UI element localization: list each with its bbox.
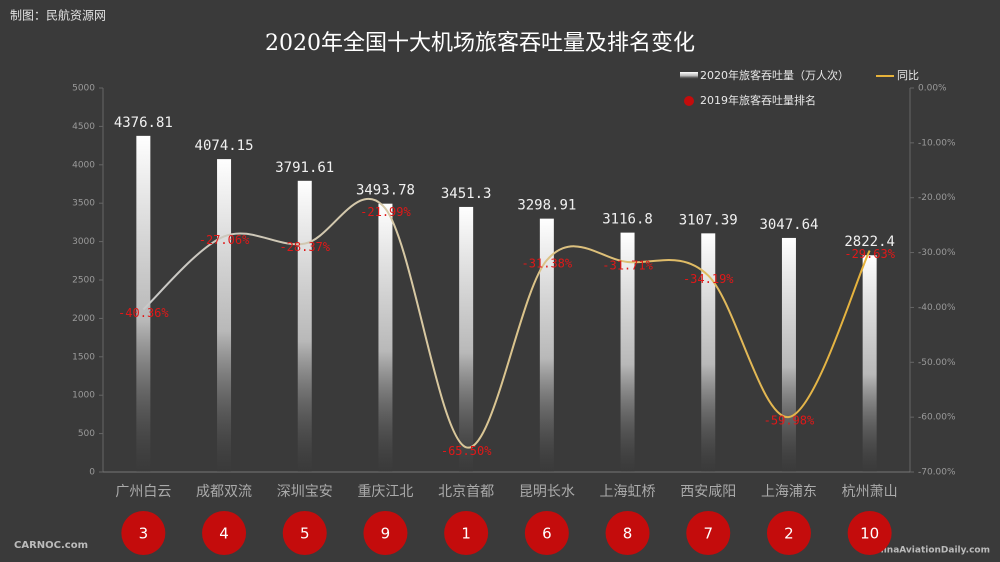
x-tick-label: 成都双流 bbox=[196, 484, 252, 500]
rank-dot bbox=[847, 511, 892, 555]
legend-dot-icon bbox=[684, 96, 694, 106]
y2-tick-label: -50.00% bbox=[918, 358, 956, 368]
rank-label: 2 bbox=[784, 525, 794, 543]
y2-tick-label: 0.00% bbox=[918, 84, 947, 94]
rank-label: 10 bbox=[860, 525, 879, 543]
rank-dot bbox=[282, 511, 327, 555]
y2-tick-label: -10.00% bbox=[918, 138, 956, 148]
bar bbox=[459, 206, 474, 472]
yoy-label: -21.99% bbox=[360, 205, 411, 219]
x-tick-label: 深圳宝安 bbox=[277, 484, 333, 500]
rank-label: 6 bbox=[542, 525, 552, 543]
legend-label: 2020年旅客吞吐量（万人次） bbox=[700, 68, 849, 82]
rank-dot bbox=[121, 511, 166, 555]
y2-tick-label: -30.00% bbox=[918, 248, 956, 258]
bar bbox=[620, 232, 635, 472]
bar bbox=[297, 180, 312, 472]
watermark: ChinaAviationDaily.com bbox=[871, 546, 990, 556]
x-tick-label: 重庆江北 bbox=[357, 484, 413, 500]
bar-value-label: 3298.91 bbox=[517, 198, 576, 214]
y2-tick-label: -60.00% bbox=[918, 413, 956, 423]
rank-label: 8 bbox=[623, 525, 633, 543]
rank-dot bbox=[202, 511, 247, 555]
yoy-label: -31.38% bbox=[522, 257, 573, 271]
bar bbox=[539, 218, 554, 472]
source: 制图：民航资源网 bbox=[10, 8, 106, 23]
y-tick-label: 500 bbox=[78, 429, 95, 439]
rank-dot bbox=[444, 511, 489, 555]
rank-dot bbox=[766, 511, 811, 555]
yoy-line bbox=[142, 198, 871, 449]
legend-label: 2019年旅客吞吐量排名 bbox=[700, 93, 816, 107]
bar bbox=[217, 159, 232, 472]
x-tick-label: 上海浦东 bbox=[761, 484, 817, 500]
x-tick-label: 杭州萧山 bbox=[842, 484, 898, 500]
rank-dot bbox=[605, 511, 650, 555]
rank-label: 4 bbox=[219, 525, 229, 543]
legend-label: 同比 bbox=[897, 69, 919, 82]
rank-dot bbox=[524, 511, 569, 555]
bar-value-label: 3107.39 bbox=[679, 212, 738, 228]
y-tick-label: 2000 bbox=[72, 314, 95, 324]
yoy-label: -65.50% bbox=[441, 444, 492, 458]
y-tick-label: 4000 bbox=[72, 160, 95, 170]
x-tick-label: 西安咸阳 bbox=[680, 484, 736, 500]
yoy-label: -59.98% bbox=[764, 414, 815, 428]
bar-value-label: 3493.78 bbox=[356, 183, 415, 199]
x-tick-label: 昆明长水 bbox=[519, 484, 575, 500]
rank-label: 3 bbox=[139, 525, 149, 543]
x-tick-label: 上海虹桥 bbox=[600, 484, 656, 500]
bar bbox=[701, 233, 716, 472]
bar-value-label: 3047.64 bbox=[759, 217, 818, 233]
yoy-label: -40.36% bbox=[118, 306, 169, 320]
y-tick-label: 2500 bbox=[72, 276, 95, 286]
y-tick-label: 3000 bbox=[72, 237, 95, 247]
rank-label: 7 bbox=[703, 525, 713, 543]
yoy-label: -31.71% bbox=[602, 258, 653, 272]
y2-tick-label: -20.00% bbox=[918, 193, 956, 203]
rank-dot bbox=[363, 511, 408, 555]
rank-label: 1 bbox=[461, 525, 471, 543]
yoy-label: -34.19% bbox=[683, 272, 734, 286]
bar-value-label: 4376.81 bbox=[114, 115, 173, 131]
y2-tick-label: -40.00% bbox=[918, 303, 956, 313]
watermark: CARNOC.com bbox=[14, 540, 88, 551]
legend-bar-icon bbox=[680, 72, 698, 79]
bar bbox=[378, 203, 393, 473]
y-tick-label: 1000 bbox=[72, 391, 95, 401]
y-tick-label: 5000 bbox=[72, 84, 95, 94]
bar-value-label: 2822.4 bbox=[844, 234, 895, 250]
bar-value-label: 3791.61 bbox=[275, 160, 334, 176]
y-tick-label: 1500 bbox=[72, 352, 95, 362]
y2-tick-label: -70.00% bbox=[918, 468, 956, 478]
yoy-label: -28.37% bbox=[279, 240, 330, 254]
yoy-label: -29.63% bbox=[844, 247, 895, 261]
rank-label: 5 bbox=[300, 525, 310, 543]
bar bbox=[781, 237, 796, 472]
bar bbox=[136, 135, 151, 472]
bar-value-label: 3451.3 bbox=[441, 186, 492, 202]
x-tick-label: 广州白云 bbox=[115, 484, 171, 500]
bar bbox=[862, 255, 877, 472]
y-tick-label: 3500 bbox=[72, 199, 95, 209]
bar-value-label: 3116.8 bbox=[602, 212, 653, 228]
yoy-label: -27.06% bbox=[199, 233, 250, 247]
x-tick-label: 北京首都 bbox=[438, 484, 494, 500]
rank-label: 9 bbox=[381, 525, 391, 543]
y-tick-label: 4500 bbox=[72, 122, 95, 132]
chart-title: 2020年全国十大机场旅客吞吐量及排名变化 bbox=[265, 31, 695, 56]
y-tick-label: 0 bbox=[89, 468, 95, 478]
rank-dot bbox=[686, 511, 731, 555]
bar-value-label: 4074.15 bbox=[195, 138, 254, 154]
